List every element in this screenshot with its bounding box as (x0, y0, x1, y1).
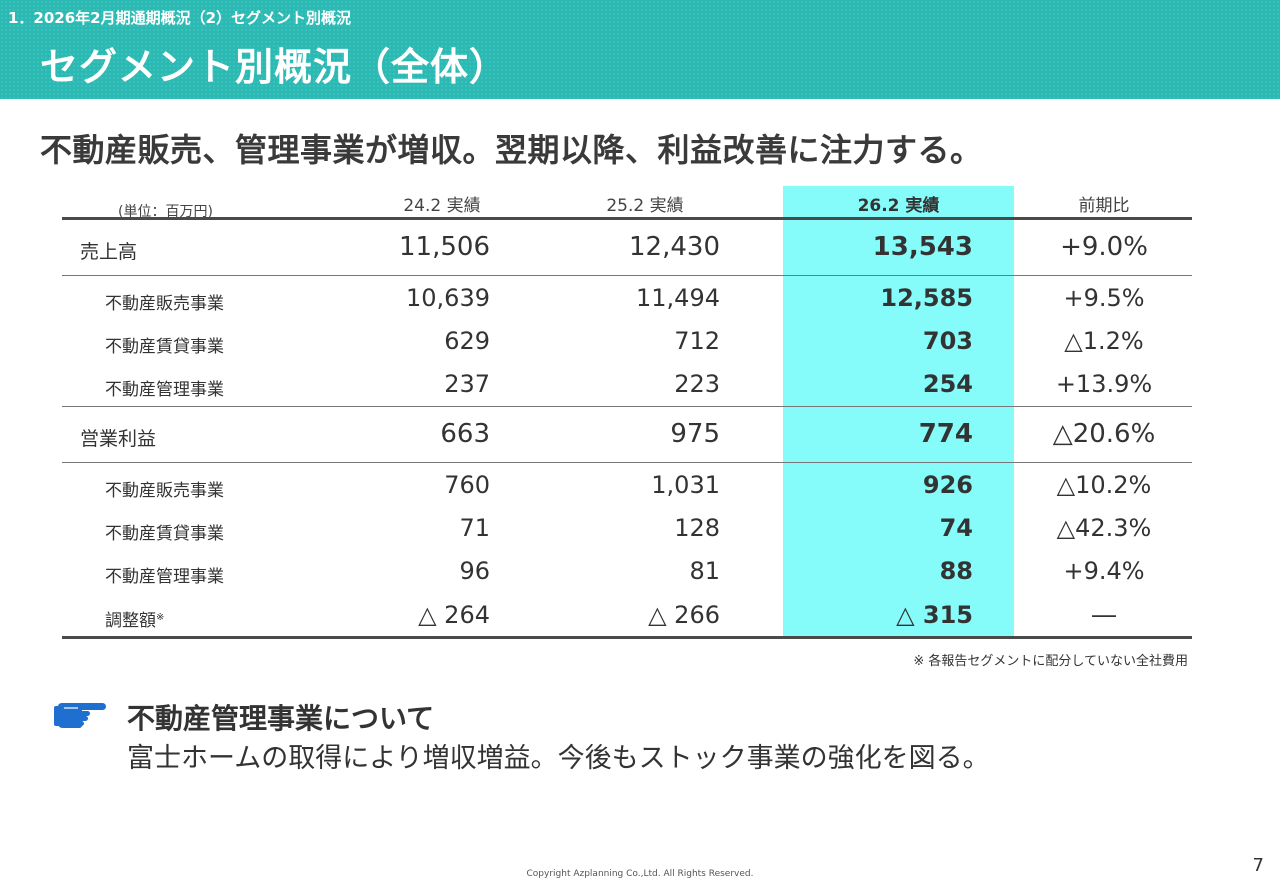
table-cell: 223 (674, 370, 720, 398)
table-cell: △20.6% (1052, 419, 1156, 449)
table-cell: 1,031 (651, 471, 720, 499)
table-cell: △ 266 (648, 601, 720, 629)
row-label-operating-profit: 営業利益 (80, 428, 157, 450)
section-title: 不動産管理事業について (127, 702, 435, 735)
column-header-25-2: 25.2 実績 (606, 196, 684, 216)
table-cell: 11,494 (636, 284, 720, 312)
row-divider (62, 406, 1192, 407)
table-cell: 712 (674, 327, 720, 355)
unit-label: (単位：百万円) (118, 204, 213, 220)
table-cell: +9.5% (1063, 284, 1145, 312)
copyright: Copyright Azplanning Co.,Ltd. All Rights… (526, 869, 754, 879)
table-cell: +9.4% (1063, 557, 1145, 585)
row-label-sales-sales-segment: 不動産販売事業 (105, 294, 224, 314)
row-divider (62, 275, 1192, 276)
table-cell: △10.2% (1056, 471, 1152, 499)
row-label-sales-rental-segment: 不動産賃貸事業 (105, 337, 224, 357)
table-cell: ― (1092, 601, 1116, 629)
table-cell: 663 (440, 419, 490, 449)
page-title: セグメント別概況（全体） (40, 45, 509, 89)
table-cell: 128 (674, 514, 720, 542)
breadcrumb: 1．2026年2月期通期概況（2）セグメント別概況 (8, 9, 352, 27)
adjustment-label-text: 調整額 (105, 611, 156, 631)
pointing-hand-icon (54, 703, 106, 728)
table-cell: 12,585 (880, 284, 973, 312)
table-cell: △ 315 (896, 601, 973, 629)
table-cell: △ 264 (418, 601, 490, 629)
row-label-profit-sales-segment: 不動産販売事業 (105, 481, 224, 501)
row-divider (62, 462, 1192, 463)
table-cell: 703 (922, 327, 973, 355)
table-bottom-rule (62, 636, 1192, 639)
table-cell: 254 (922, 370, 973, 398)
footnote-mark: ※ (156, 612, 165, 623)
table-cell: 74 (939, 514, 973, 542)
table-cell: △1.2% (1064, 327, 1144, 355)
row-label-sales-management-segment: 不動産管理事業 (105, 380, 224, 400)
table-cell: +13.9% (1055, 370, 1153, 398)
table-cell: 71 (459, 514, 490, 542)
row-label-sales: 売上高 (80, 241, 138, 263)
title-banner: 1．2026年2月期通期概況（2）セグメント別概況 セグメント別概況（全体） (0, 0, 1280, 99)
table-cell: 81 (689, 557, 720, 585)
row-label-profit-management-segment: 不動産管理事業 (105, 567, 224, 587)
headline: 不動産販売、管理事業が増収。翌期以降、利益改善に注力する。 (40, 131, 983, 169)
table-cell: 10,639 (406, 284, 490, 312)
table-cell: 926 (922, 471, 973, 499)
table-cell: △42.3% (1056, 514, 1152, 542)
table-cell: 11,506 (399, 232, 490, 262)
footnote: ※ 各報告セグメントに配分していない全社費用 (913, 654, 1188, 669)
table-cell: 13,543 (872, 232, 973, 262)
column-header-24-2: 24.2 実績 (403, 196, 481, 216)
table-cell: 96 (459, 557, 490, 585)
table-cell: 12,430 (629, 232, 720, 262)
section-body: 富士ホームの取得により増収増益。今後もストック事業の強化を図る。 (127, 743, 990, 774)
row-label-profit-rental-segment: 不動産賃貸事業 (105, 524, 224, 544)
row-label-adjustment: 調整額※ (105, 606, 164, 631)
table-cell: 88 (939, 557, 973, 585)
table-cell: 975 (670, 419, 720, 449)
table-top-rule (62, 217, 1192, 220)
column-header-yoy: 前期比 (1078, 196, 1130, 216)
table-cell: +9.0% (1060, 232, 1148, 262)
table-cell: 237 (444, 370, 490, 398)
page-number: 7 (1252, 855, 1264, 876)
table-cell: 760 (444, 471, 490, 499)
highlight-column-26-2 (783, 186, 1014, 637)
column-header-26-2: 26.2 実績 (857, 196, 940, 216)
table-cell: 629 (444, 327, 490, 355)
table-cell: 774 (918, 419, 973, 449)
